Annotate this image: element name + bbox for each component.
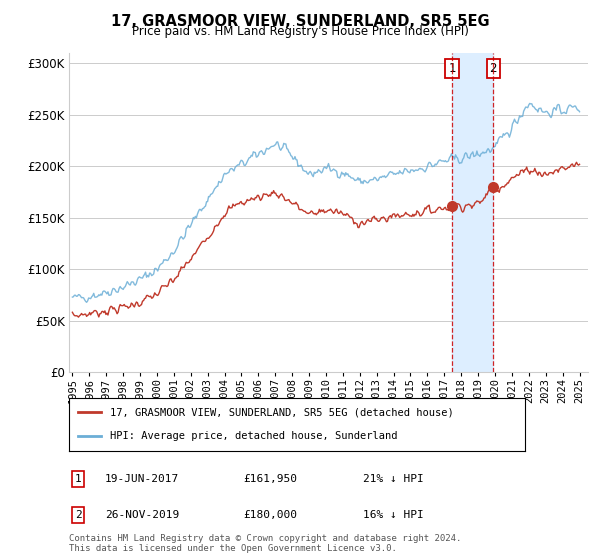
Text: 19-JUN-2017: 19-JUN-2017 — [105, 474, 179, 484]
Text: 2: 2 — [490, 62, 497, 75]
Text: 17, GRASMOOR VIEW, SUNDERLAND, SR5 5EG (detached house): 17, GRASMOOR VIEW, SUNDERLAND, SR5 5EG (… — [110, 408, 454, 418]
Text: 2: 2 — [74, 510, 82, 520]
Text: 21% ↓ HPI: 21% ↓ HPI — [363, 474, 424, 484]
Text: 26-NOV-2019: 26-NOV-2019 — [105, 510, 179, 520]
Text: 16% ↓ HPI: 16% ↓ HPI — [363, 510, 424, 520]
Text: £180,000: £180,000 — [243, 510, 297, 520]
Text: Contains HM Land Registry data © Crown copyright and database right 2024.
This d: Contains HM Land Registry data © Crown c… — [69, 534, 461, 553]
Text: 1: 1 — [74, 474, 82, 484]
Text: 17, GRASMOOR VIEW, SUNDERLAND, SR5 5EG: 17, GRASMOOR VIEW, SUNDERLAND, SR5 5EG — [110, 14, 490, 29]
Bar — [452, 53, 493, 372]
Text: Price paid vs. HM Land Registry's House Price Index (HPI): Price paid vs. HM Land Registry's House … — [131, 25, 469, 38]
Text: HPI: Average price, detached house, Sunderland: HPI: Average price, detached house, Sund… — [110, 431, 398, 441]
Text: £161,950: £161,950 — [243, 474, 297, 484]
Text: 1: 1 — [448, 62, 456, 75]
